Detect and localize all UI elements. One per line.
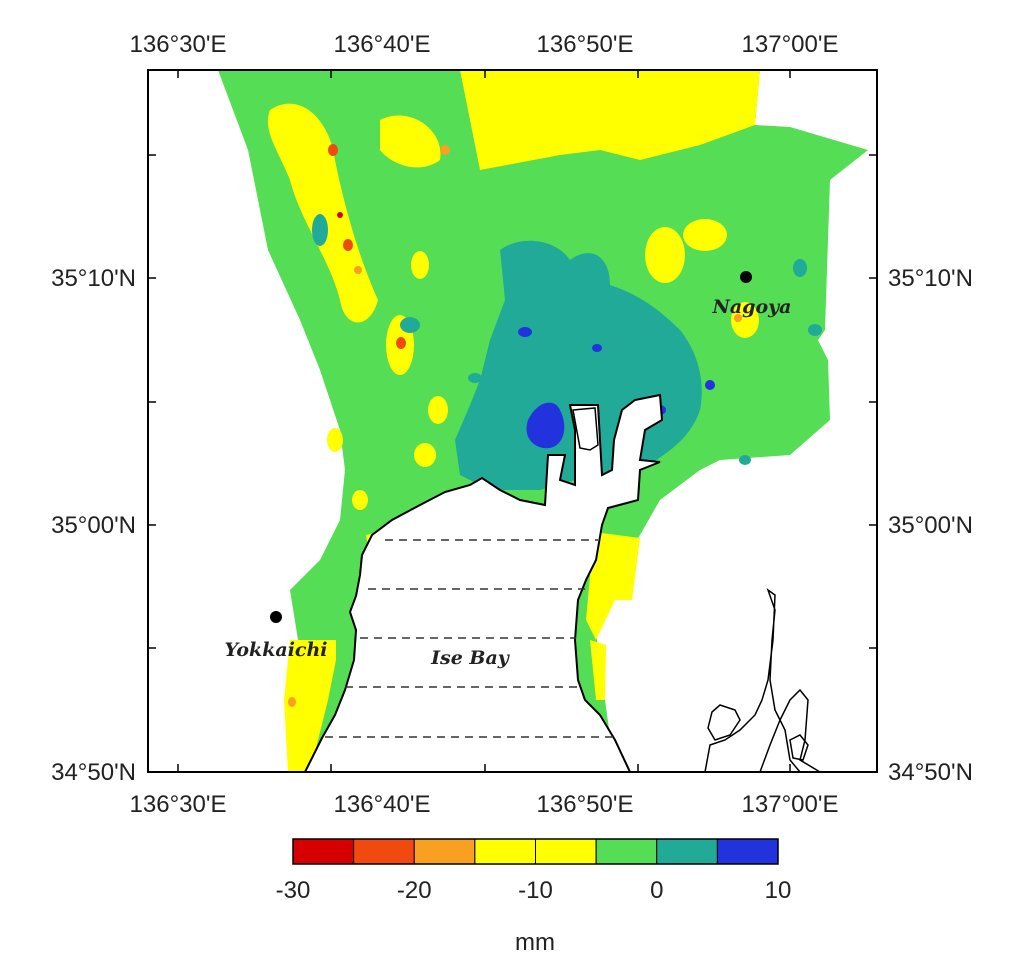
- colorbar: [292, 838, 779, 865]
- colorbar-frame: [292, 838, 779, 865]
- bay-dashed-lines: [325, 539, 615, 738]
- blue-patches: [518, 327, 715, 449]
- chita-peninsula-outline: [704, 588, 877, 772]
- lon-label-bottom-3: 136°50'E: [537, 791, 634, 818]
- colorbar-bin-7: [716, 838, 779, 865]
- lon-label-bottom-2: 136°40'E: [334, 791, 431, 818]
- lat-label-left-3: 34°50'N: [51, 759, 136, 786]
- lon-label-bottom-1: 136°30'E: [130, 791, 227, 818]
- colorbar-ticks: -30 -20 -10 0 10: [276, 877, 792, 904]
- lat-label-right-2: 35°00'N: [888, 512, 973, 539]
- ise-bay-label: Ise Bay: [430, 647, 511, 669]
- map-panel: [218, 70, 877, 772]
- lat-label-left-1: 35°10'N: [51, 265, 136, 292]
- yokkaichi-label: Yokkaichi: [224, 639, 327, 661]
- frame-ticks: [148, 70, 877, 772]
- colorbar-unit-label: mm: [515, 929, 555, 956]
- colorbar-bin-1: [353, 838, 415, 865]
- lon-label-top-3: 136°50'E: [537, 31, 634, 58]
- lon-label-top-2: 136°40'E: [334, 31, 431, 58]
- colorbar-tick-label-0: -30: [276, 877, 311, 904]
- colorbar-bin-5: [595, 838, 658, 865]
- lat-label-left-2: 35°00'N: [51, 512, 136, 539]
- nagoya-label: Nagoya: [712, 296, 792, 318]
- colorbar-bin-2: [413, 838, 476, 865]
- colorbar-bin-6: [656, 838, 718, 865]
- nagoya-marker: [740, 271, 752, 283]
- colorbar-tick-label-1: -20: [397, 877, 432, 904]
- lon-label-top-4: 137°00'E: [742, 31, 839, 58]
- colorbar-bin-3: [474, 838, 536, 865]
- lat-label-right-3: 34°50'N: [888, 759, 973, 786]
- colorbar-tick-label-4: 10: [765, 877, 792, 904]
- colorbar-tick-label-2: -10: [518, 877, 553, 904]
- colorbar-bin-4: [535, 838, 597, 865]
- lon-label-bottom-4: 137°00'E: [742, 791, 839, 818]
- harbor-pier: [572, 407, 599, 451]
- chita-coast-detail: [707, 704, 809, 761]
- colorbar-bin-0: [292, 838, 355, 865]
- lon-label-top-1: 136°30'E: [130, 31, 227, 58]
- yokkaichi-marker: [270, 611, 282, 623]
- map-frame: [147, 69, 878, 773]
- lat-label-right-1: 35°10'N: [888, 265, 973, 292]
- ise-bay-sea: [303, 393, 664, 772]
- red-spots: [288, 144, 742, 707]
- colorbar-tick-label-3: 0: [650, 877, 663, 904]
